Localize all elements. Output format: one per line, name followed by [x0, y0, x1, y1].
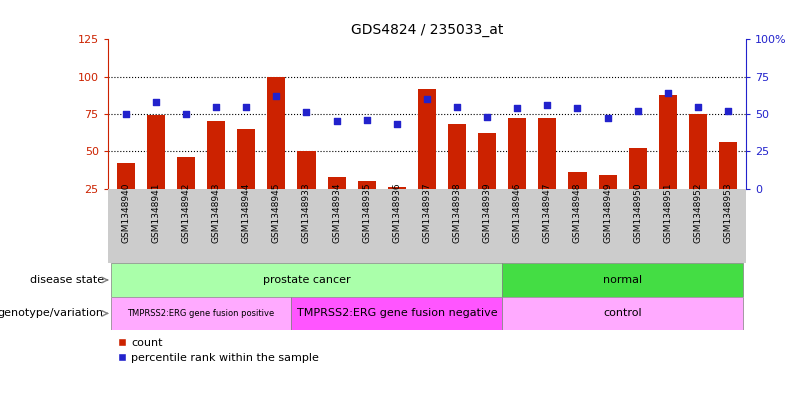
Point [662, 90, 674, 96]
Point [270, 93, 282, 99]
Point [511, 105, 523, 111]
Text: genotype/variation: genotype/variation [0, 309, 104, 318]
Bar [502, 263, 743, 297]
Bar [111, 297, 291, 330]
Legend: count, percentile rank within the sample: count, percentile rank within the sample [113, 333, 323, 368]
Point [361, 117, 373, 123]
Bar [388, 187, 406, 226]
Bar [418, 88, 436, 226]
Point [541, 102, 554, 108]
Point [692, 103, 705, 110]
Point [721, 108, 734, 114]
Bar [327, 177, 346, 226]
Point [180, 111, 192, 117]
Point [210, 103, 223, 110]
Bar [598, 175, 617, 226]
Bar [291, 297, 502, 330]
Bar [478, 133, 496, 226]
Text: TMPRSS2:ERG gene fusion negative: TMPRSS2:ERG gene fusion negative [297, 309, 497, 318]
Point [631, 108, 644, 114]
Bar [111, 263, 502, 297]
Text: disease state: disease state [30, 275, 104, 285]
Bar [539, 118, 556, 226]
Text: TMPRSS2:ERG gene fusion positive: TMPRSS2:ERG gene fusion positive [128, 309, 275, 318]
Bar [508, 118, 527, 226]
Text: normal: normal [603, 275, 642, 285]
Point [421, 96, 433, 102]
Bar [448, 125, 466, 226]
Text: control: control [603, 309, 642, 318]
Bar [629, 148, 646, 226]
Text: prostate cancer: prostate cancer [263, 275, 350, 285]
Bar [298, 151, 315, 226]
Point [480, 114, 493, 120]
Point [571, 105, 584, 111]
Bar [502, 297, 743, 330]
Point [451, 103, 464, 110]
Bar [207, 121, 225, 226]
Bar [689, 114, 707, 226]
Title: GDS4824 / 235033_at: GDS4824 / 235033_at [351, 23, 503, 37]
Point [120, 111, 132, 117]
Bar [659, 95, 677, 226]
Bar [117, 163, 135, 226]
Bar [267, 77, 286, 226]
Bar [237, 129, 255, 226]
Point [300, 109, 313, 116]
Point [149, 99, 162, 105]
Point [240, 103, 253, 110]
Point [330, 118, 343, 125]
Point [390, 121, 403, 128]
Bar [568, 172, 587, 226]
Bar [177, 157, 195, 226]
Point [601, 115, 614, 121]
Bar [719, 142, 737, 226]
Bar [147, 116, 165, 226]
Bar [358, 181, 376, 226]
